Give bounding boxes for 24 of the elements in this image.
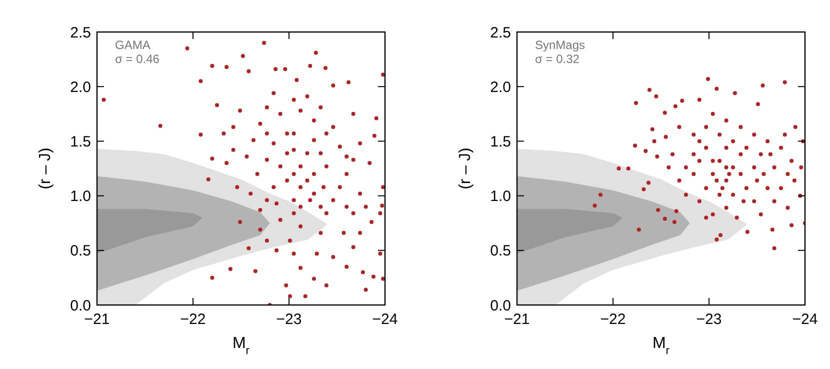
y-tick-label: 1.5: [490, 133, 511, 150]
annotation: σ = 0.46: [115, 52, 160, 66]
x-axis-title: M$_{r}$: [232, 335, 250, 357]
x-tick-label: −22: [600, 311, 626, 328]
y-tick-label: 0.5: [490, 242, 511, 260]
y-tick-label: 1.0: [70, 188, 91, 206]
x-tick-label: −23: [276, 311, 302, 328]
y-axis-title: (r – J): [37, 148, 54, 190]
y-tick-label: 0.5: [70, 242, 91, 260]
x-axis-title: M$_{r}$: [652, 335, 670, 357]
x-tick-label: −23: [696, 311, 722, 328]
y-tick-label: 1.5: [70, 133, 91, 150]
annotation: GAMA: [115, 38, 150, 52]
y-axis-title: (r – J): [457, 148, 474, 190]
y-tick-label: 2.5: [70, 24, 91, 42]
x-tick-label: −24: [372, 311, 398, 328]
y-tick-label: 2.0: [70, 78, 91, 96]
x-tick-label: −22: [180, 311, 206, 328]
y-tick-label: 2.0: [490, 78, 511, 96]
y-tick-label: 1.0: [490, 188, 511, 206]
y-tick-label: 2.5: [490, 24, 511, 42]
x-tick-label: −24: [792, 311, 818, 328]
annotation: σ = 0.32: [535, 52, 580, 66]
annotation: SynMags: [535, 38, 586, 52]
